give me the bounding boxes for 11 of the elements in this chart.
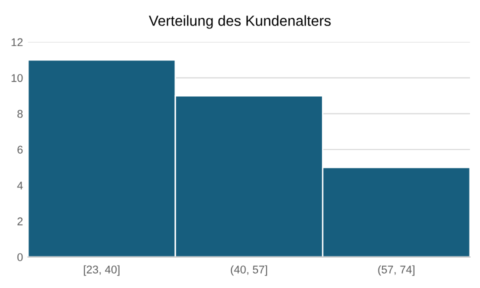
y-tick-label: 12	[12, 38, 23, 46]
x-tick-label: (40, 57]	[230, 265, 268, 276]
chart-title: Verteilung des Kundenalters	[148, 15, 331, 29]
y-tick-label: 4	[17, 182, 23, 190]
y-tick-label: 0	[17, 253, 23, 262]
y-tick-label: 6	[18, 146, 23, 154]
y-tick-label: 8	[17, 110, 23, 118]
y-tick-label: 2	[18, 217, 23, 226]
y-tick-label: 10	[12, 74, 23, 82]
x-tick-label: (57, 74]	[378, 265, 414, 276]
x-tick-label: [23, 40]	[84, 265, 120, 276]
